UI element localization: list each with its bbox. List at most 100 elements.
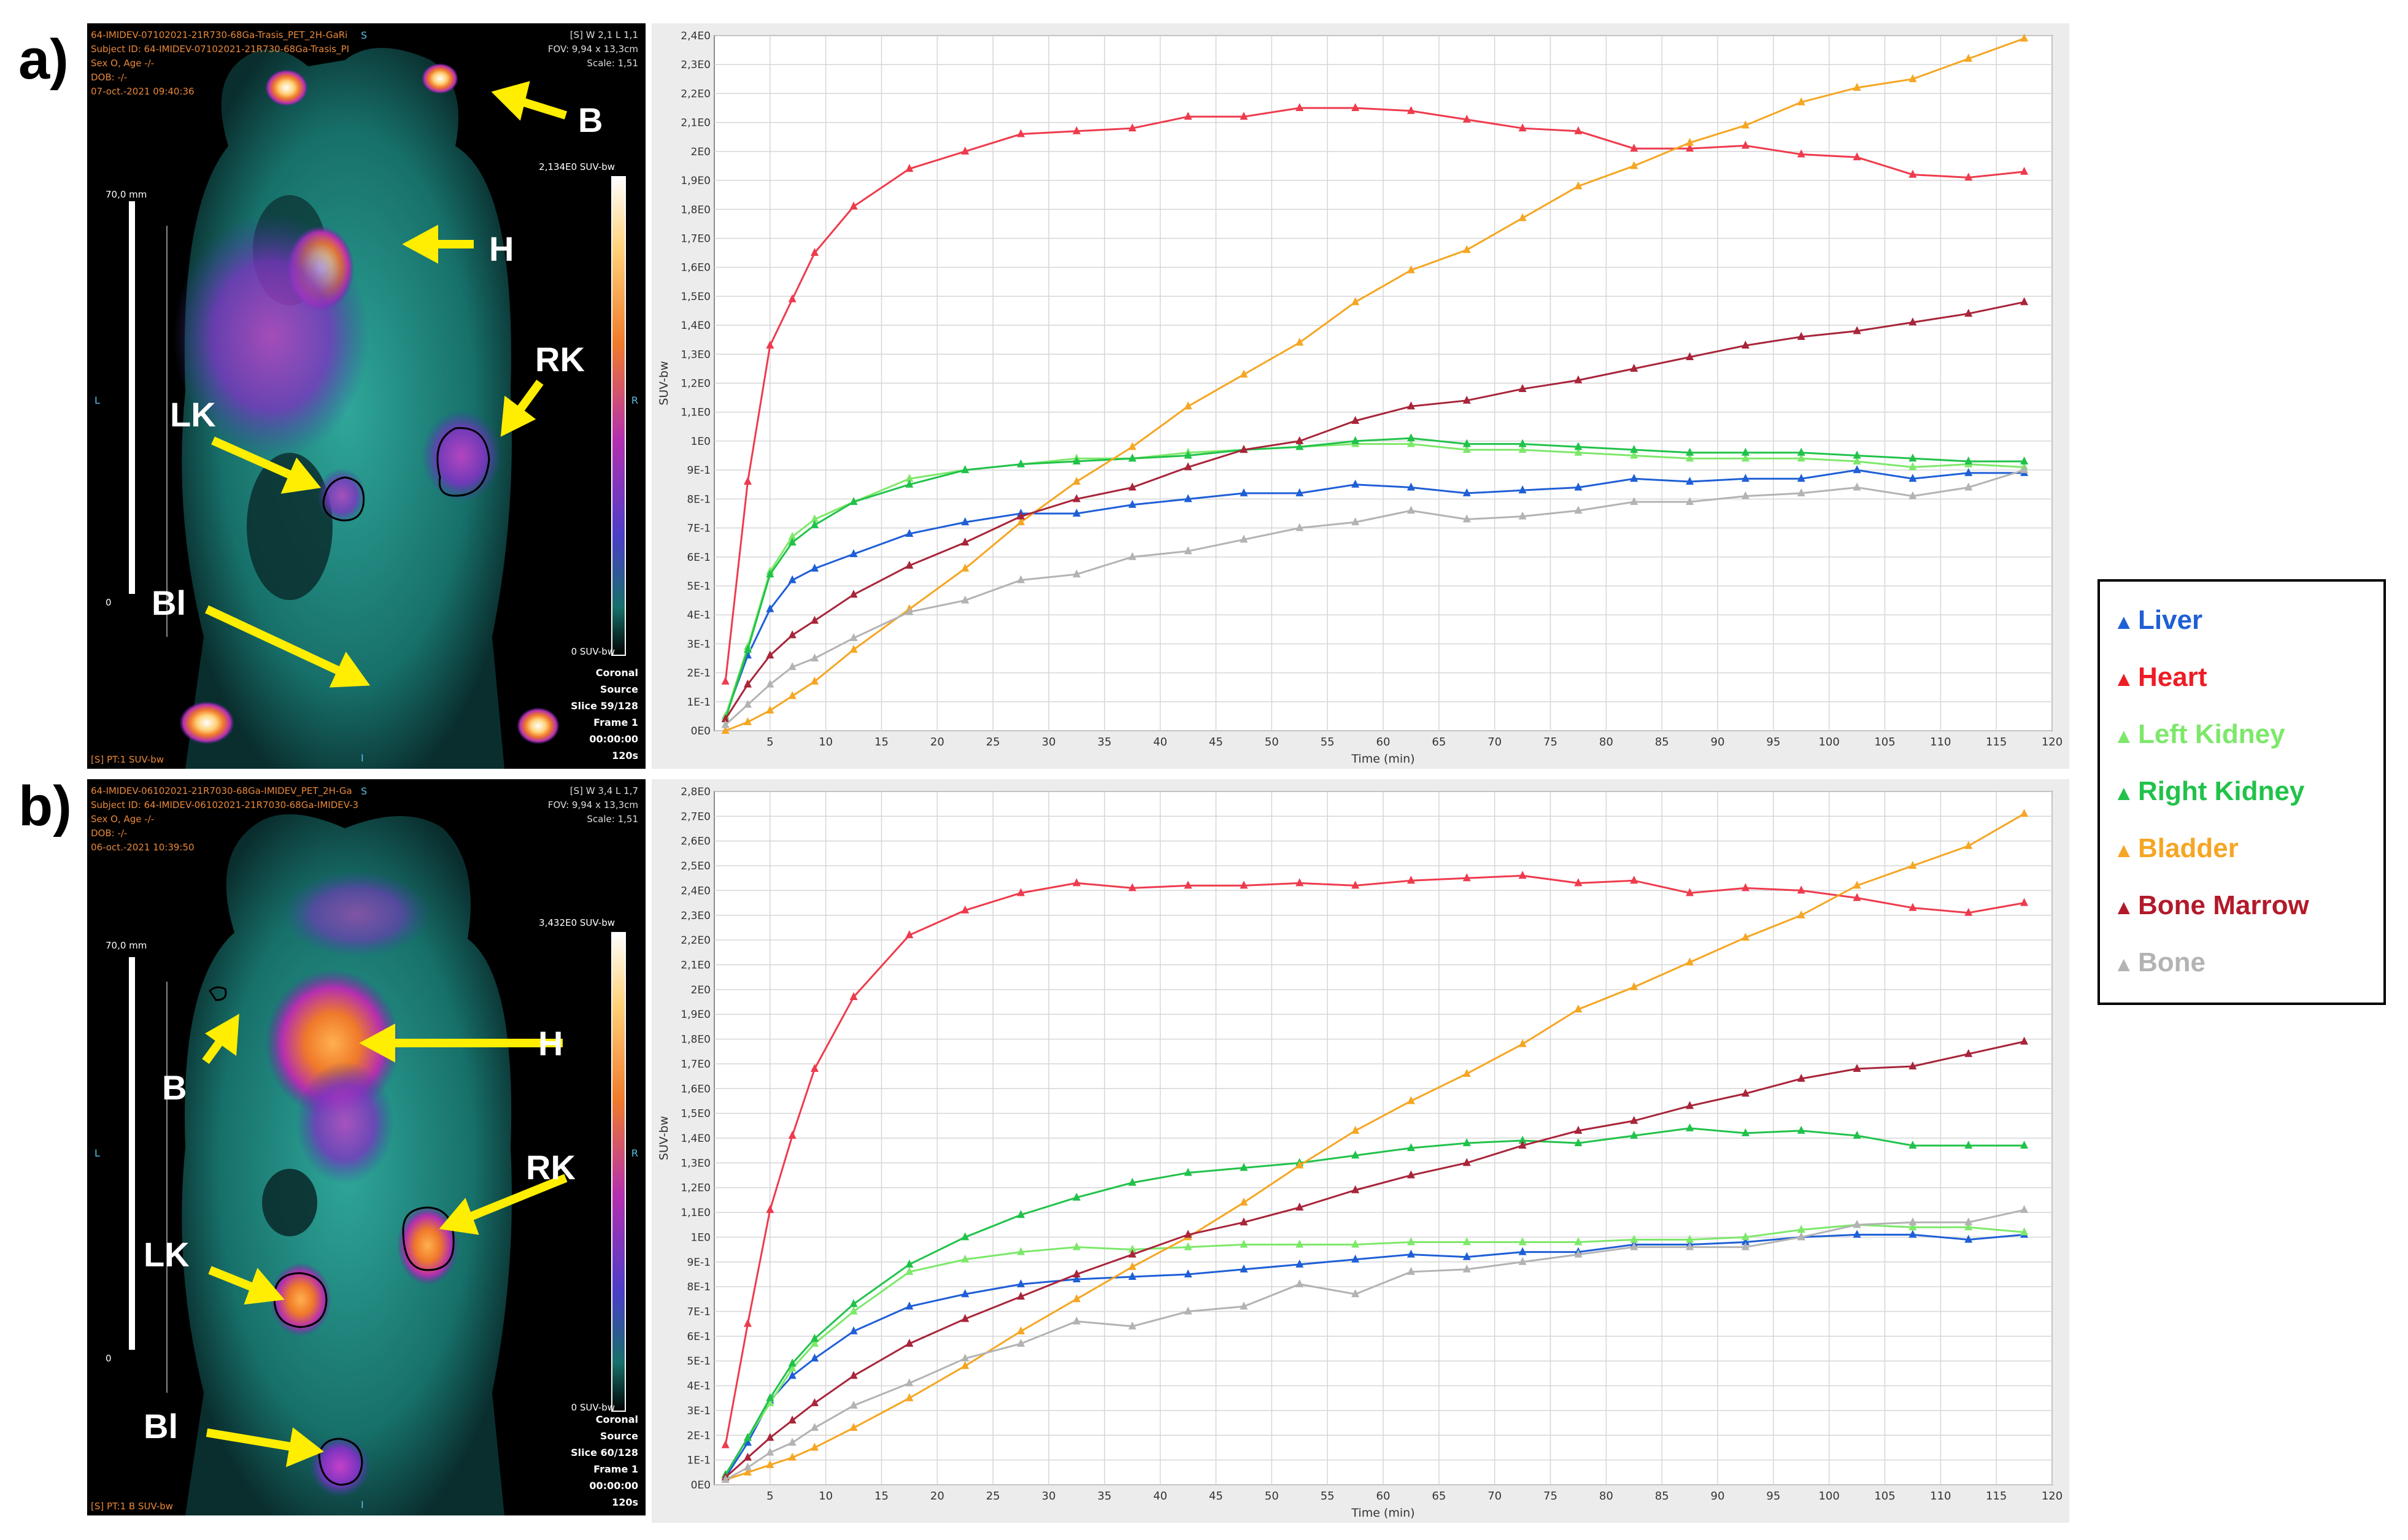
y-tick-label: 2,2E0 — [681, 88, 711, 100]
y-tick-label: 2,3E0 — [681, 59, 711, 71]
data-point-heart — [1407, 106, 1415, 114]
data-point-bone — [1518, 1257, 1527, 1265]
data-point-bone — [1017, 1338, 1025, 1347]
pet-info-b: [S] W 3,4 L 1,7 FOV: 9,94 x 13,3cm Scale: … — [547, 785, 638, 825]
data-point-bladder — [2020, 809, 2029, 817]
data-point-bladder — [1295, 337, 1304, 346]
data-point-right-kidney — [1351, 1150, 1360, 1159]
data-point-right-kidney — [744, 644, 752, 653]
organ-label-bladder-b: Bl — [144, 1407, 178, 1446]
data-point-bone-marrow — [1908, 1061, 1917, 1069]
data-point-heart — [1686, 144, 1694, 152]
data-point-right-kidney — [1741, 447, 1750, 456]
legend-item-bone-marrow: ▲ Bone Marrow — [2113, 890, 2309, 921]
data-point-right-kidney — [1407, 1143, 1415, 1152]
x-tick-label: 65 — [1432, 736, 1446, 749]
data-point-right-kidney — [1630, 1130, 1638, 1139]
data-point-heart — [1128, 883, 1136, 891]
legend-label: Bone Marrow — [2138, 890, 2309, 920]
data-point-heart — [744, 1319, 752, 1327]
data-point-right-kidney — [1686, 447, 1694, 456]
data-point-bladder — [811, 1442, 819, 1451]
data-point-bladder — [1462, 245, 1471, 253]
data-point-bone-marrow — [1630, 1115, 1638, 1124]
data-point-bone — [1630, 1242, 1638, 1250]
data-point-bone — [1574, 1249, 1583, 1258]
data-point-bone-marrow — [1853, 326, 1861, 334]
data-point-bladder — [1797, 910, 1805, 918]
data-point-right-kidney — [1351, 436, 1360, 444]
data-point-bladder — [961, 1361, 970, 1369]
data-point-left-kidney — [1797, 1225, 1805, 1233]
data-point-bladder — [1853, 82, 1861, 91]
legend-label: Heart — [2138, 662, 2207, 692]
data-point-left-kidney — [905, 474, 914, 482]
legend-marker-icon: ▲ — [2113, 610, 2134, 634]
x-tick-label: 85 — [1655, 736, 1669, 749]
scale-bar-label-b: 70,0 mm — [106, 940, 147, 951]
orient-bottom-b: I — [361, 1499, 364, 1511]
data-point-bone-marrow — [1072, 1269, 1081, 1277]
orient-top-b: S — [361, 785, 368, 797]
data-point-right-kidney — [1686, 1123, 1694, 1131]
data-point-bone — [811, 653, 819, 661]
x-tick-label: 30 — [1042, 736, 1056, 749]
data-point-right-kidney — [1462, 439, 1471, 447]
x-tick-label: 105 — [1874, 1490, 1895, 1503]
data-point-liver — [849, 549, 858, 558]
data-point-left-kidney — [1964, 1222, 1973, 1231]
data-point-right-kidney — [1574, 1138, 1583, 1147]
data-point-left-kidney — [1797, 453, 1805, 462]
data-point-bone-marrow — [1574, 375, 1583, 383]
colorbar-max-b: 3,432E0 SUV-bw — [539, 917, 615, 928]
data-point-liver — [1407, 1249, 1415, 1258]
data-point-bladder — [1630, 161, 1638, 169]
data-point-right-kidney — [1072, 1192, 1081, 1201]
data-point-left-kidney — [766, 1398, 774, 1406]
data-point-bone — [1128, 1321, 1136, 1330]
data-point-heart — [1240, 112, 1248, 120]
data-point-right-kidney — [788, 537, 797, 546]
y-tick-label: 2,2E0 — [681, 934, 711, 947]
x-tick-label: 115 — [1986, 736, 2007, 749]
data-point-left-kidney — [1072, 1242, 1081, 1250]
data-point-liver — [744, 1438, 752, 1446]
organ-label-left-kidney-a: LK — [170, 395, 216, 434]
legend-item-bladder: ▲ Bladder — [2113, 833, 2239, 864]
organ-label-bladder-a: Bl — [152, 583, 186, 622]
data-point-bone — [1240, 1301, 1248, 1310]
data-point-right-kidney — [1741, 1128, 1750, 1136]
legend-label: Left Kidney — [2138, 719, 2285, 749]
x-tick-label: 10 — [819, 736, 833, 749]
data-point-right-kidney — [849, 1299, 858, 1307]
data-point-bladder — [1964, 841, 1973, 849]
data-point-bone — [1462, 514, 1471, 523]
data-point-bone — [1128, 552, 1136, 560]
x-tick-label: 40 — [1153, 736, 1167, 749]
x-tick-label: 115 — [1986, 1490, 2007, 1503]
legend-marker-icon: ▲ — [2113, 896, 2134, 919]
data-point-bladder — [766, 1460, 774, 1468]
scale-zero-a: 0 — [106, 597, 112, 608]
x-tick-label: 15 — [874, 736, 889, 749]
data-point-bladder — [744, 1467, 752, 1476]
data-point-bone-marrow — [1908, 317, 1917, 326]
data-point-liver — [961, 517, 970, 526]
data-point-heart — [766, 1205, 774, 1214]
data-point-right-kidney — [1184, 1168, 1192, 1176]
data-point-bone — [1351, 517, 1360, 526]
x-tick-label: 55 — [1321, 1490, 1335, 1503]
data-point-bone — [1630, 497, 1638, 506]
data-point-bone-marrow — [1686, 1101, 1694, 1109]
data-point-heart — [788, 294, 797, 302]
data-point-bone-marrow — [766, 650, 774, 659]
orient-left-b: L — [95, 1147, 100, 1159]
data-point-bone — [721, 1474, 730, 1483]
chart-a: 0E0 1E-1 2E-1 3E-1 4E-1 5E-1 6E-1 7E-1 8E-1 9E-1 1… — [657, 30, 2063, 766]
data-point-bladder — [961, 563, 970, 572]
x-tick-label: 110 — [1930, 1490, 1951, 1503]
data-point-bladder — [1964, 53, 1973, 62]
data-point-bone — [1853, 482, 1861, 491]
data-point-left-kidney — [811, 514, 819, 523]
pet-series-label-b: [S] PT:1 B SUV-bw — [91, 1501, 174, 1512]
